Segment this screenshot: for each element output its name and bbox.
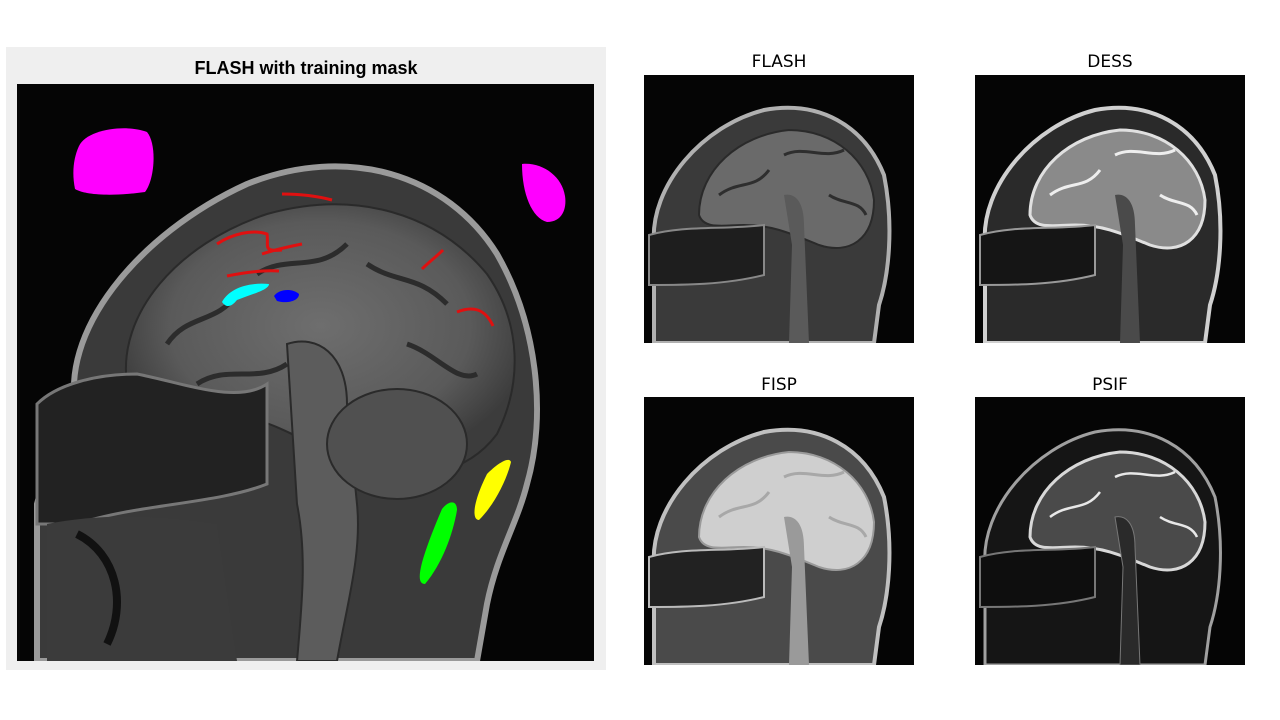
psif-mri-thumbnail bbox=[975, 397, 1245, 665]
thumb-title-fisp: FISP bbox=[761, 375, 797, 395]
flash-mri-with-mask-image bbox=[17, 84, 594, 661]
thumb-title-psif: PSIF bbox=[1092, 375, 1128, 395]
thumb-title-dess: DESS bbox=[1087, 52, 1133, 72]
fisp-mri-thumbnail bbox=[644, 397, 914, 665]
flash-mri-thumbnail bbox=[644, 75, 914, 343]
main-figure-title: FLASH with training mask bbox=[194, 58, 418, 78]
thumb-title-flash: FLASH bbox=[751, 52, 807, 72]
dess-mri-thumbnail bbox=[975, 75, 1245, 343]
